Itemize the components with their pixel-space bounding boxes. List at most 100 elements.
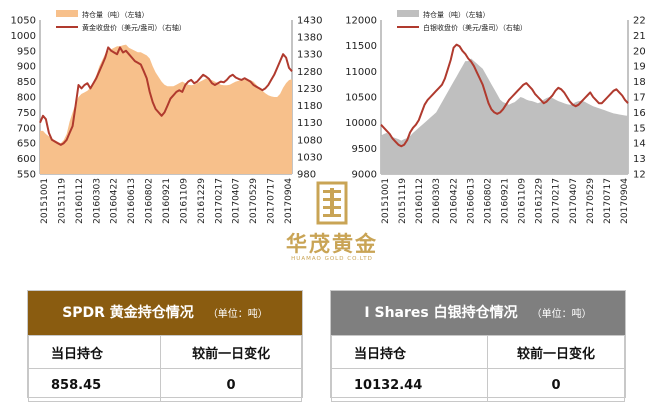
spdr-gold-table: 当日持仓 较前一日变化 858.45 0 [27,335,302,402]
y-left-tick-label: 950 [17,46,36,57]
y-right-tick-label: 12 [633,170,646,181]
y-right-tick-label: 20 [633,46,646,57]
x-tick-label: 20160422 [449,178,459,224]
company-logo: 华茂黄金 HUAMAO GOLD CO.LTD [270,178,394,270]
legend-entry-label: 黄金收盘价（美元/盎司）（右轴） [82,23,186,32]
ishares-silver-panel-header: I Shares 白银持仓情况 （单位：吨） [331,291,625,335]
y-right-tick-label: 1280 [297,67,322,78]
gold-holdings-chart: 1050 1000 950 900 850 800 750 700 650 600 550 1430 1… [11,10,322,224]
y-right-tick-label: 21 [633,31,646,42]
spdr-gold-panel-header: SPDR 黄金持仓情况 （单位：吨） [28,291,302,335]
x-tick-label: 20160921 [162,178,172,224]
spdr-gold-unit: （单位：吨） [207,309,268,320]
spdr-gold-panel: SPDR 黄金持仓情况 （单位：吨） 当日持仓 较前一日变化 858.45 0 [27,290,303,402]
holdings-area-series [381,58,628,174]
x-tick-label: 20170407 [232,178,242,224]
y-right-tick-label: 18 [633,77,646,88]
y-right-tick-label: 22 [633,16,646,27]
x-tick-label: 20170217 [552,178,562,224]
table-row: 10132.44 0 [331,368,625,402]
y-right-tick-label: 15 [633,123,646,134]
y-right-tick-label: 1380 [297,33,322,44]
x-tick-label: 20151001 [40,178,50,224]
silver-change-value: 0 [487,368,625,402]
x-tick-label: 20170529 [249,178,259,224]
legend-entry-label: 持仓量（吨）（左轴） [423,10,490,19]
y-left-tick-label: 650 [17,139,36,150]
y-right-tick-label: 16 [633,108,646,119]
y-left-tick-label: 11500 [345,41,377,52]
ishares-silver-table: 当日持仓 较前一日变化 10132.44 0 [331,335,625,402]
y-right-tick-label: 14 [633,139,646,150]
legend-swatch-area [397,10,419,17]
y-left-tick-label: 1000 [11,31,36,42]
price-line-series [380,43,629,148]
x-tick-label: 20170904 [620,178,630,224]
y-right-tick-label: 1330 [297,50,322,61]
x-tick-label: 20170529 [586,178,596,224]
x-tick-label: 20170717 [267,178,277,224]
gold-holding-value: 858.45 [27,368,162,402]
silver-holding-value: 10132.44 [331,368,488,402]
x-tick-label: 20170217 [214,178,224,224]
silver-col-change-header: 较前一日变化 [487,335,625,369]
x-tick-label: 20151119 [57,178,67,224]
silver-col-holding-header: 当日持仓 [331,335,488,369]
price-line-series [39,46,293,146]
y-right-tick-label: 17 [633,93,646,104]
logo-emblem-icon [316,181,348,225]
table-row: 当日持仓 较前一日变化 [27,335,302,369]
x-tick-label: 20160112 [75,178,85,224]
x-tick-label: 20161229 [535,178,545,224]
y-right-tick-label: 1130 [297,118,322,129]
gold-col-holding-header: 当日持仓 [27,335,162,369]
x-tick-label: 20161109 [179,178,189,224]
gold-change-value: 0 [160,368,302,402]
y-left-tick-label: 900 [17,62,36,73]
x-tick-label: 20160303 [432,178,442,224]
y-right-tick-label: 1180 [297,101,322,112]
x-tick-label: 20151119 [398,178,408,224]
y-left-tick-label: 11000 [345,67,377,78]
y-right-tick-label: 1080 [297,135,322,146]
x-tick-label: 20160613 [127,178,137,224]
y-right-tick-label: 1030 [297,152,322,163]
y-left-tick-label: 9000 [352,170,377,181]
x-tick-label: 20160303 [92,178,102,224]
table-row: 当日持仓 较前一日变化 [331,335,625,369]
table-row: 858.45 0 [27,368,302,402]
logo-en-text: HUAMAO GOLD CO.LTD [291,256,373,262]
x-tick-label: 20151001 [381,178,391,224]
gold-col-change-header: 较前一日变化 [160,335,302,369]
silver-holdings-chart: 1200011500110001050010000950090002221201… [345,10,646,224]
y-left-tick-label: 12000 [345,16,377,27]
ishares-silver-unit: （单位：吨） [531,309,592,320]
y-left-tick-label: 850 [17,77,36,88]
y-left-tick-label: 800 [17,93,36,104]
x-tick-label: 20161109 [518,178,528,224]
y-left-tick-label: 600 [17,154,36,165]
y-right-tick-label: 1430 [297,16,322,27]
spdr-gold-title: SPDR 黄金持仓情况 [62,305,194,321]
y-left-tick-label: 1050 [11,16,36,27]
x-tick-label: 20160422 [110,178,120,224]
x-tick-label: 20170407 [569,178,579,224]
legend-entry-label: 白银收盘价（美元/盎司）（右轴） [423,23,527,32]
y-left-tick-label: 700 [17,123,36,134]
x-tick-label: 20160802 [483,178,493,224]
x-tick-label: 20160112 [415,178,425,224]
y-left-tick-label: 9500 [352,144,377,155]
charts-canvas: 1050 1000 950 900 850 800 750 700 650 600 550 1430 1… [11,10,646,224]
y-left-tick-label: 10000 [345,118,377,129]
ishares-silver-title: I Shares 白银持仓情况 [364,305,518,321]
logo-cn-text: 华茂黄金 [286,232,378,256]
x-tick-label: 20170717 [603,178,613,224]
y-right-tick-label: 13 [633,154,646,165]
legend-entry-label: 持仓量（吨）（左轴） [82,10,149,19]
x-tick-label: 20160802 [145,178,155,224]
legend-swatch-area [56,10,78,17]
x-tick-label: 20170904 [284,178,294,224]
x-tick-label: 20161229 [197,178,207,224]
y-right-tick-label: 1230 [297,84,322,95]
y-left-tick-label: 750 [17,108,36,119]
